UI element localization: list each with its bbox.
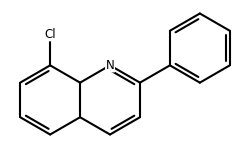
Text: N: N [106,59,114,72]
Text: Cl: Cl [44,28,56,41]
